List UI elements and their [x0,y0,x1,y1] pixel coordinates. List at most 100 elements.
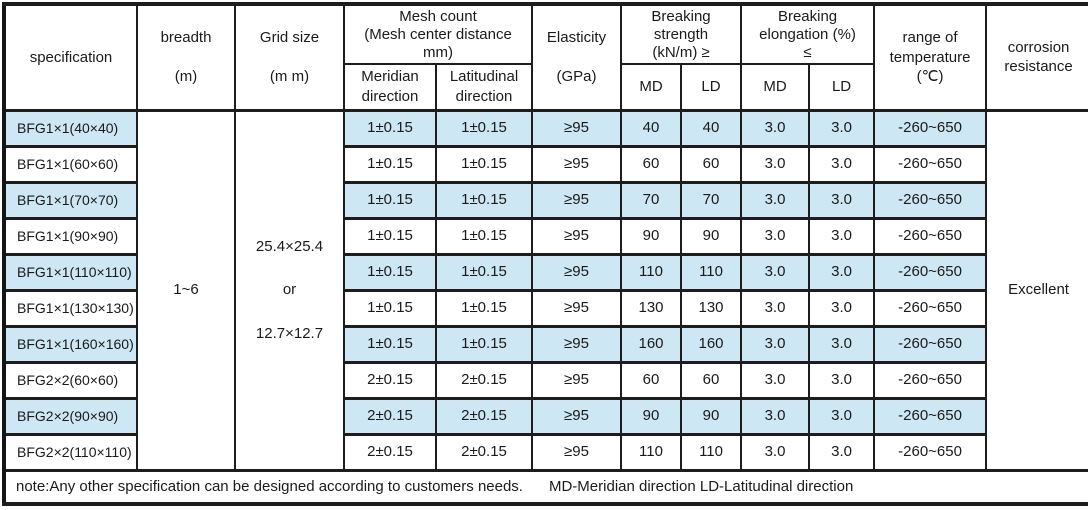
temperature-cell: -260~650 [873,108,988,148]
elongation-md-cell: 3.0 [740,360,811,400]
meridian-count-cell: 1±0.15 [343,180,437,220]
header-row-sub: Meridian direction Latitudinal direction… [4,63,1088,111]
elongation-ld-cell: 3.0 [808,396,876,436]
elongation-md-cell: 3.0 [740,180,811,220]
note-cell: note:Any other specification can be desi… [2,468,1088,506]
elasticity-cell: ≥95 [531,432,623,472]
elongation-ld-cell: 3.0 [808,324,876,364]
spec-cell: BFG2×2(110×110) [3,432,138,472]
subheader-latitudinal-direction: Latitudinal direction [434,63,534,111]
strength-md-cell: 70 [620,180,683,220]
elongation-md-cell: 3.0 [740,216,811,256]
elongation-md-cell: 3.0 [740,252,811,292]
latitudinal-count-cell: 2±0.15 [434,360,534,400]
note-legend: MD-Meridian direction LD-Latitudinal dir… [548,478,854,495]
elasticity-cell: ≥95 [531,396,623,436]
col-header-breaking-strength: Breaking strength (kN/m) ≥ [620,2,743,65]
strength-md-cell: 90 [620,396,683,436]
latitudinal-count-cell: 1±0.15 [434,180,534,220]
elasticity-cell: ≥95 [531,108,623,148]
col-header-specification: specification [3,2,138,111]
elasticity-cell: ≥95 [531,324,623,364]
spec-cell: BFG1×1(40×40) [3,108,138,148]
col-header-temperature-range: range of temperature (℃) [873,2,988,111]
strength-ld-cell: 110 [680,252,743,292]
table-row: BFG1×1(40×40) 1~6 25.4×25.4 or 12.7×12.7… [3,108,1088,472]
elongation-ld-cell: 3.0 [808,216,876,256]
strength-ld-cell: 110 [680,432,743,472]
table-row: BFG1×1(70×70) 1±0.15 1±0.15 ≥95 70 70 3.… [3,180,1088,220]
elasticity-cell: ≥95 [531,360,623,400]
elongation-ld-cell: 3.0 [808,108,876,148]
elasticity-cell: ≥95 [531,144,623,184]
elongation-ld-cell: 3.0 [808,360,876,400]
meridian-count-cell: 1±0.15 [343,288,437,328]
temperature-cell: -260~650 [873,324,988,364]
elongation-ld-cell: 3.0 [808,288,876,328]
elasticity-cell: ≥95 [531,252,623,292]
table-row: BFG1×1(130×130) 1±0.15 1±0.15 ≥95 130 13… [3,288,1088,328]
temperature-cell: -260~650 [873,288,988,328]
latitudinal-count-cell: 1±0.15 [434,288,534,328]
latitudinal-count-cell: 2±0.15 [434,396,534,436]
elongation-md-cell: 3.0 [740,288,811,328]
strength-ld-cell: 60 [680,144,743,184]
temperature-cell: -260~650 [873,432,988,472]
grid-size-merged-cell: 25.4×25.4 or 12.7×12.7 [234,108,345,472]
spec-cell: BFG2×2(60×60) [3,360,138,400]
breadth-merged-cell: 1~6 [136,108,236,472]
col-header-grid-size: Grid size (m m) [234,2,345,111]
spec-cell: BFG1×1(130×130) [3,288,138,328]
spec-cell: BFG1×1(160×160) [3,324,138,364]
table-row: BFG1×1(90×90) 1±0.15 1±0.15 ≥95 90 90 3.… [3,216,1088,256]
strength-md-cell: 60 [620,360,683,400]
spec-cell: BFG1×1(110×110) [3,252,138,292]
elongation-ld-cell: 3.0 [808,144,876,184]
strength-md-cell: 110 [620,432,683,472]
strength-ld-cell: 70 [680,180,743,220]
elongation-ld-cell: 3.0 [808,432,876,472]
strength-ld-cell: 40 [680,108,743,148]
strength-ld-cell: 90 [680,396,743,436]
elasticity-cell: ≥95 [531,288,623,328]
subheader-elongation-md: MD [740,63,811,111]
meridian-count-cell: 2±0.15 [343,432,437,472]
spec-cell: BFG2×2(90×90) [3,396,138,436]
temperature-cell: -260~650 [873,216,988,256]
latitudinal-count-cell: 1±0.15 [434,216,534,256]
meridian-count-cell: 2±0.15 [343,396,437,436]
elongation-md-cell: 3.0 [740,324,811,364]
elongation-ld-cell: 3.0 [808,252,876,292]
table-row: BFG1×1(60×60) 1±0.15 1±0.15 ≥95 60 60 3.… [3,144,1088,184]
col-header-elasticity: Elasticity (GPa) [531,2,623,111]
temperature-cell: -260~650 [873,252,988,292]
meridian-count-cell: 1±0.15 [343,144,437,184]
col-header-mesh-count: Mesh count (Mesh center distance mm) [342,2,534,65]
elasticity-cell: ≥95 [531,216,623,256]
meridian-count-cell: 1±0.15 [343,252,437,292]
temperature-cell: -260~650 [873,180,988,220]
subheader-meridian-direction: Meridian direction [343,63,437,111]
temperature-cell: -260~650 [873,396,988,436]
latitudinal-count-cell: 1±0.15 [434,252,534,292]
latitudinal-count-cell: 2±0.15 [434,432,534,472]
strength-md-cell: 130 [620,288,683,328]
meridian-count-cell: 1±0.15 [343,324,437,364]
meridian-count-cell: 1±0.15 [343,216,437,256]
strength-ld-cell: 160 [680,324,743,364]
header-row-top: specification breadth (m) Grid size (m m… [3,2,1088,111]
meridian-count-cell: 2±0.15 [343,360,437,400]
spec-cell: BFG1×1(60×60) [3,144,138,184]
spec-cell: BFG1×1(90×90) [3,216,138,256]
spec-cell: BFG1×1(70×70) [3,180,138,220]
elongation-md-cell: 3.0 [740,396,811,436]
subheader-elongation-ld: LD [808,63,876,111]
table-row: BFG2×2(110×110) 2±0.15 2±0.15 ≥95 110 11… [3,432,1088,472]
elasticity-cell: ≥95 [531,180,623,220]
corrosion-merged-cell: Excellent [985,108,1088,472]
elongation-md-cell: 3.0 [740,432,811,472]
elongation-md-cell: 3.0 [740,108,811,148]
strength-md-cell: 60 [620,144,683,184]
col-header-corrosion-resistance: corrosion resistance [985,2,1088,111]
